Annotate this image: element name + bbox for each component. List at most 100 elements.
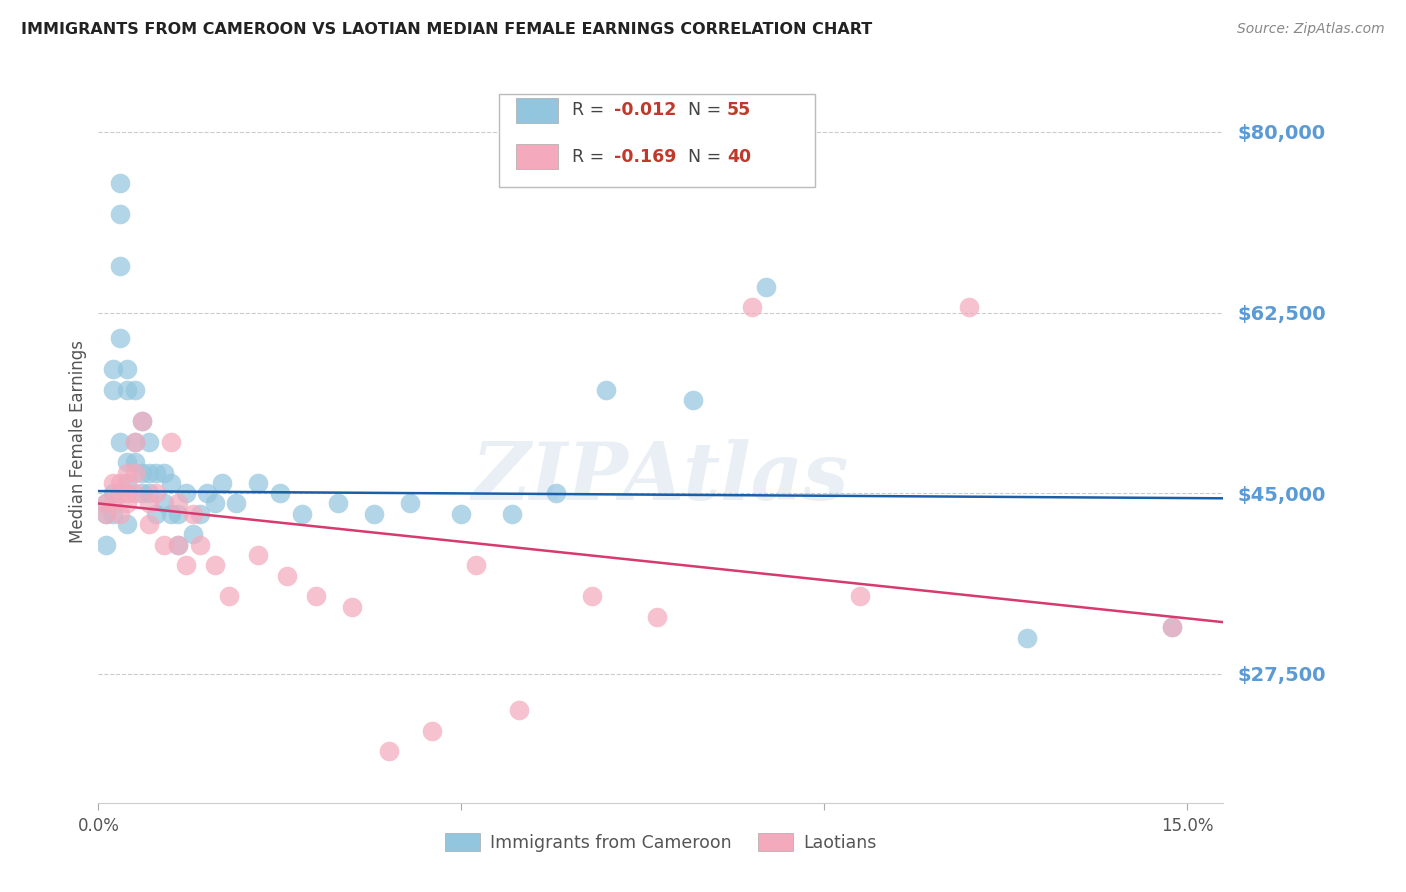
Point xyxy=(124,434,146,449)
Text: R =: R = xyxy=(572,101,610,119)
Point xyxy=(342,599,364,614)
Text: -0.012: -0.012 xyxy=(614,101,676,119)
Point xyxy=(124,434,146,449)
Point xyxy=(501,507,523,521)
Point xyxy=(117,466,139,480)
Point xyxy=(145,507,167,521)
Point xyxy=(167,538,190,552)
Point xyxy=(247,548,270,562)
Point xyxy=(181,507,204,521)
Point xyxy=(138,466,160,480)
Point xyxy=(544,486,567,500)
Point xyxy=(108,507,131,521)
Point xyxy=(188,538,211,552)
Y-axis label: Median Female Earnings: Median Female Earnings xyxy=(69,340,87,543)
Point xyxy=(94,507,117,521)
Point xyxy=(247,475,270,490)
Point xyxy=(108,331,131,345)
Point xyxy=(117,496,139,510)
Point xyxy=(94,507,117,521)
Point xyxy=(188,507,211,521)
Point xyxy=(117,475,139,490)
Point xyxy=(101,475,124,490)
Point xyxy=(755,279,778,293)
Point xyxy=(117,517,139,532)
Point xyxy=(377,744,399,758)
Point xyxy=(131,414,153,428)
Point xyxy=(305,590,328,604)
Text: IMMIGRANTS FROM CAMEROON VS LAOTIAN MEDIAN FEMALE EARNINGS CORRELATION CHART: IMMIGRANTS FROM CAMEROON VS LAOTIAN MEDI… xyxy=(21,22,872,37)
Point xyxy=(450,507,472,521)
Point xyxy=(269,486,291,500)
Point xyxy=(174,486,197,500)
Point xyxy=(131,466,153,480)
Point xyxy=(131,414,153,428)
Point xyxy=(108,486,131,500)
Text: 40: 40 xyxy=(727,148,751,166)
Point xyxy=(117,455,139,469)
Point xyxy=(195,486,218,500)
Point xyxy=(101,496,124,510)
Point xyxy=(152,538,174,552)
Point xyxy=(117,486,139,500)
Point xyxy=(326,496,349,510)
Point xyxy=(124,486,146,500)
Point xyxy=(167,507,190,521)
Point xyxy=(138,486,160,500)
Point xyxy=(595,383,617,397)
Point xyxy=(160,434,183,449)
Point xyxy=(1161,620,1184,634)
Point xyxy=(124,466,146,480)
Point xyxy=(204,496,226,510)
Point xyxy=(152,496,174,510)
Point xyxy=(108,259,131,273)
Text: 55: 55 xyxy=(727,101,751,119)
Point xyxy=(101,507,124,521)
Point xyxy=(682,393,704,408)
Point xyxy=(108,475,131,490)
Text: R =: R = xyxy=(572,148,610,166)
Point xyxy=(94,496,117,510)
Point xyxy=(276,568,298,582)
Point xyxy=(508,703,530,717)
Point xyxy=(145,486,167,500)
Point xyxy=(225,496,247,510)
Point xyxy=(101,383,124,397)
Text: Source: ZipAtlas.com: Source: ZipAtlas.com xyxy=(1237,22,1385,37)
Point xyxy=(957,301,980,315)
Point xyxy=(138,496,160,510)
Point xyxy=(181,527,204,541)
Point xyxy=(167,496,190,510)
Point xyxy=(363,507,385,521)
Point xyxy=(174,558,197,573)
Point xyxy=(138,517,160,532)
Point xyxy=(741,301,763,315)
Point xyxy=(101,486,124,500)
Text: N =: N = xyxy=(688,101,727,119)
Point xyxy=(94,538,117,552)
Point xyxy=(101,362,124,376)
Point xyxy=(218,590,240,604)
Point xyxy=(108,207,131,221)
Point xyxy=(124,455,146,469)
Text: -0.169: -0.169 xyxy=(614,148,676,166)
Point xyxy=(849,590,872,604)
Point xyxy=(138,434,160,449)
Point xyxy=(645,610,668,624)
Point xyxy=(160,507,183,521)
Point xyxy=(399,496,422,510)
Point xyxy=(160,475,183,490)
Point xyxy=(1161,620,1184,634)
Point xyxy=(131,486,153,500)
Point xyxy=(204,558,226,573)
Point xyxy=(1017,631,1039,645)
Text: ZIPAtlas: ZIPAtlas xyxy=(472,439,849,516)
Point xyxy=(108,177,131,191)
Point xyxy=(108,434,131,449)
Point xyxy=(167,538,190,552)
Point xyxy=(291,507,314,521)
Point xyxy=(211,475,233,490)
Point xyxy=(94,496,117,510)
Point xyxy=(117,383,139,397)
Legend: Immigrants from Cameroon, Laotians: Immigrants from Cameroon, Laotians xyxy=(439,827,883,859)
